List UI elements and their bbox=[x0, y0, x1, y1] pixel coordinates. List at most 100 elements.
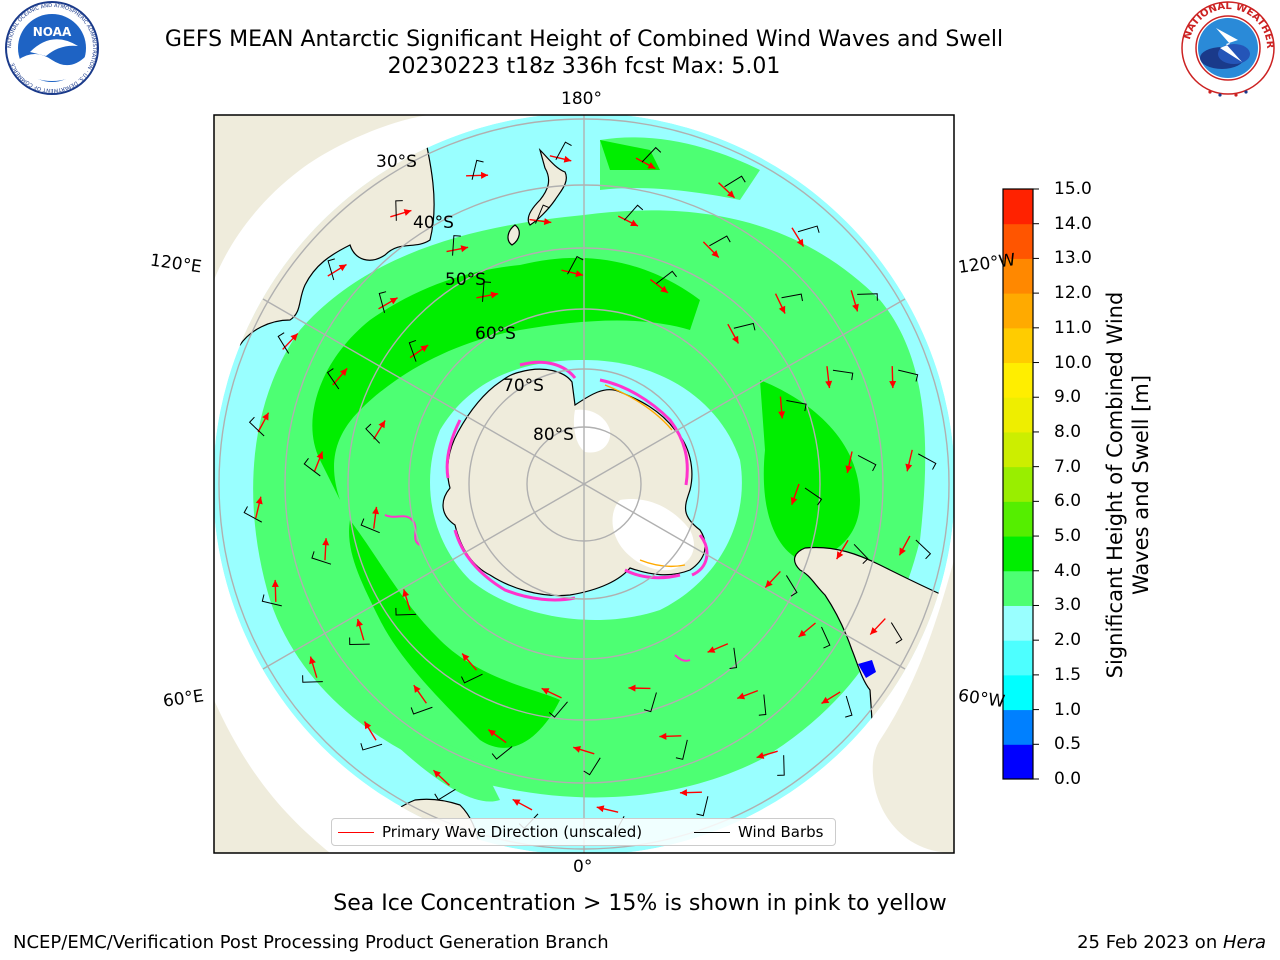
colorbar-tick-label: 7.0 bbox=[1054, 456, 1082, 477]
wind-barb bbox=[349, 637, 370, 646]
wave-direction-arrowhead bbox=[255, 496, 263, 505]
wind-barb bbox=[471, 159, 484, 180]
wave-direction-arrowhead bbox=[462, 653, 470, 662]
wind-barb bbox=[804, 487, 823, 506]
wind-barb bbox=[917, 453, 937, 470]
wind-barb bbox=[656, 270, 677, 284]
colorbar-segment bbox=[1003, 674, 1033, 711]
wave-height-field bbox=[214, 115, 954, 853]
colorbar-tick-label: 10.0 bbox=[1054, 352, 1092, 373]
wind-barb bbox=[898, 369, 919, 382]
wind-barb bbox=[845, 695, 853, 718]
chart-title: GEFS MEAN Antarctic Significant Height o… bbox=[164, 27, 1004, 52]
wave-direction-arrowhead bbox=[488, 729, 497, 737]
wind-barb bbox=[786, 400, 807, 412]
wave-direction-arrowhead bbox=[845, 465, 853, 473]
colorbar-segment bbox=[1003, 744, 1033, 780]
wave-direction-arrowhead bbox=[727, 190, 735, 198]
wind-barb bbox=[583, 757, 601, 776]
colorbar-segment bbox=[1003, 362, 1033, 398]
colorbar-segment bbox=[1003, 431, 1033, 468]
wind-barb bbox=[311, 551, 332, 565]
wave-direction-arrowhead bbox=[338, 264, 347, 272]
wind-barb bbox=[729, 647, 738, 670]
wave-direction-arrowhead bbox=[870, 627, 878, 635]
wave-direction-arrowhead bbox=[490, 291, 499, 299]
wave-direction-arrowhead bbox=[889, 380, 897, 389]
wind-barb bbox=[758, 694, 767, 716]
wave-direction-arrowhead bbox=[821, 696, 830, 704]
wind-barb bbox=[261, 594, 282, 607]
lat-label-80s: 80°S bbox=[533, 425, 574, 445]
lat-label-50s: 50°S bbox=[445, 270, 486, 290]
wave-direction-arrowhead bbox=[630, 219, 638, 227]
lon-label-0: 0° bbox=[573, 857, 593, 877]
nws-logo-icon: NATIONAL WEATHER SERVICE bbox=[1176, 0, 1275, 97]
wave-direction-arrowhead bbox=[790, 497, 798, 505]
colorbar-tick-label: 1.5 bbox=[1054, 664, 1082, 685]
colorbar-tick-label: 14.0 bbox=[1054, 213, 1092, 234]
colorbar-tick-label: 5.0 bbox=[1054, 526, 1082, 547]
wind-barb bbox=[535, 204, 550, 224]
colorbar-tick-label: 9.0 bbox=[1054, 387, 1082, 408]
wave-direction-arrowhead bbox=[290, 333, 298, 341]
colorbar-segment bbox=[1003, 536, 1033, 572]
lat-label-30s: 30°S bbox=[376, 152, 417, 172]
lon-label-180: 180° bbox=[561, 89, 602, 109]
wave-direction-arrowhead bbox=[647, 162, 656, 169]
wind-barb bbox=[709, 235, 731, 247]
wind-barb bbox=[797, 225, 820, 233]
footer-machine: Hera bbox=[1222, 932, 1266, 953]
wind-barb bbox=[302, 675, 323, 683]
wave-direction-arrowhead bbox=[413, 685, 421, 693]
lat-label-60s: 60°S bbox=[475, 324, 516, 344]
wind-barb bbox=[890, 622, 903, 644]
wave-direction-arrowhead bbox=[309, 656, 316, 665]
wave-direction-arrowhead bbox=[659, 732, 667, 740]
wind-barb bbox=[360, 518, 380, 534]
wave-direction-arrowhead bbox=[512, 799, 521, 806]
wave-direction-arrowhead bbox=[756, 752, 765, 759]
wind-barb bbox=[675, 739, 688, 760]
wave-direction-arrowhead bbox=[316, 451, 324, 460]
colorbar-segment bbox=[1003, 709, 1033, 745]
colorbar-segment bbox=[1003, 327, 1033, 364]
wind-barb bbox=[623, 204, 644, 221]
graticule bbox=[218, 115, 950, 853]
wave-direction-arrowhead bbox=[852, 303, 859, 312]
wind-barb bbox=[360, 743, 383, 751]
wave-direction-arrowhead bbox=[778, 411, 786, 419]
wave-direction-arrowhead bbox=[836, 551, 844, 560]
wind-barb bbox=[408, 339, 417, 362]
wave-direction-arrowhead bbox=[271, 579, 279, 588]
colorbar-segment bbox=[1003, 640, 1033, 676]
colorbar-segment bbox=[1003, 189, 1033, 225]
colorbar-segment bbox=[1003, 258, 1033, 294]
wind-barb bbox=[303, 458, 321, 477]
wave-direction-arrowhead bbox=[796, 238, 804, 247]
colorbar-tick-label: 12.0 bbox=[1054, 283, 1092, 304]
wind-barb bbox=[243, 506, 263, 523]
wave-direction-arrowhead bbox=[433, 770, 441, 778]
wave-band-4m bbox=[312, 257, 700, 500]
colorbar bbox=[1003, 188, 1039, 780]
wave-direction-arrowhead bbox=[339, 368, 348, 376]
wave-direction-arrowhead bbox=[825, 380, 833, 389]
wind-barb bbox=[482, 281, 492, 302]
wind-barb bbox=[781, 293, 803, 302]
colorbar-tick-label: 11.0 bbox=[1054, 317, 1092, 338]
wave-direction-arrowhead bbox=[737, 692, 746, 700]
wave-direction-arrowhead bbox=[731, 335, 739, 344]
wave-direction-arrowhead bbox=[679, 789, 688, 797]
map-legend: Primary Wave Direction (unscaled) Wind B… bbox=[331, 818, 836, 846]
noaa-logo-text: NOAA bbox=[33, 25, 72, 39]
wave-direction-arrowhead bbox=[563, 155, 572, 163]
wave-direction-arrowhead bbox=[403, 209, 412, 216]
wave-direction-arrowhead bbox=[905, 463, 913, 472]
wave-direction-arrowhead bbox=[372, 506, 380, 515]
wave-direction-arrowhead bbox=[389, 297, 398, 305]
colorbar-tick-label: 6.0 bbox=[1054, 491, 1082, 512]
colorbar-tick-label: 4.0 bbox=[1054, 560, 1082, 581]
colorbar-tick-label: 0.5 bbox=[1054, 734, 1082, 755]
